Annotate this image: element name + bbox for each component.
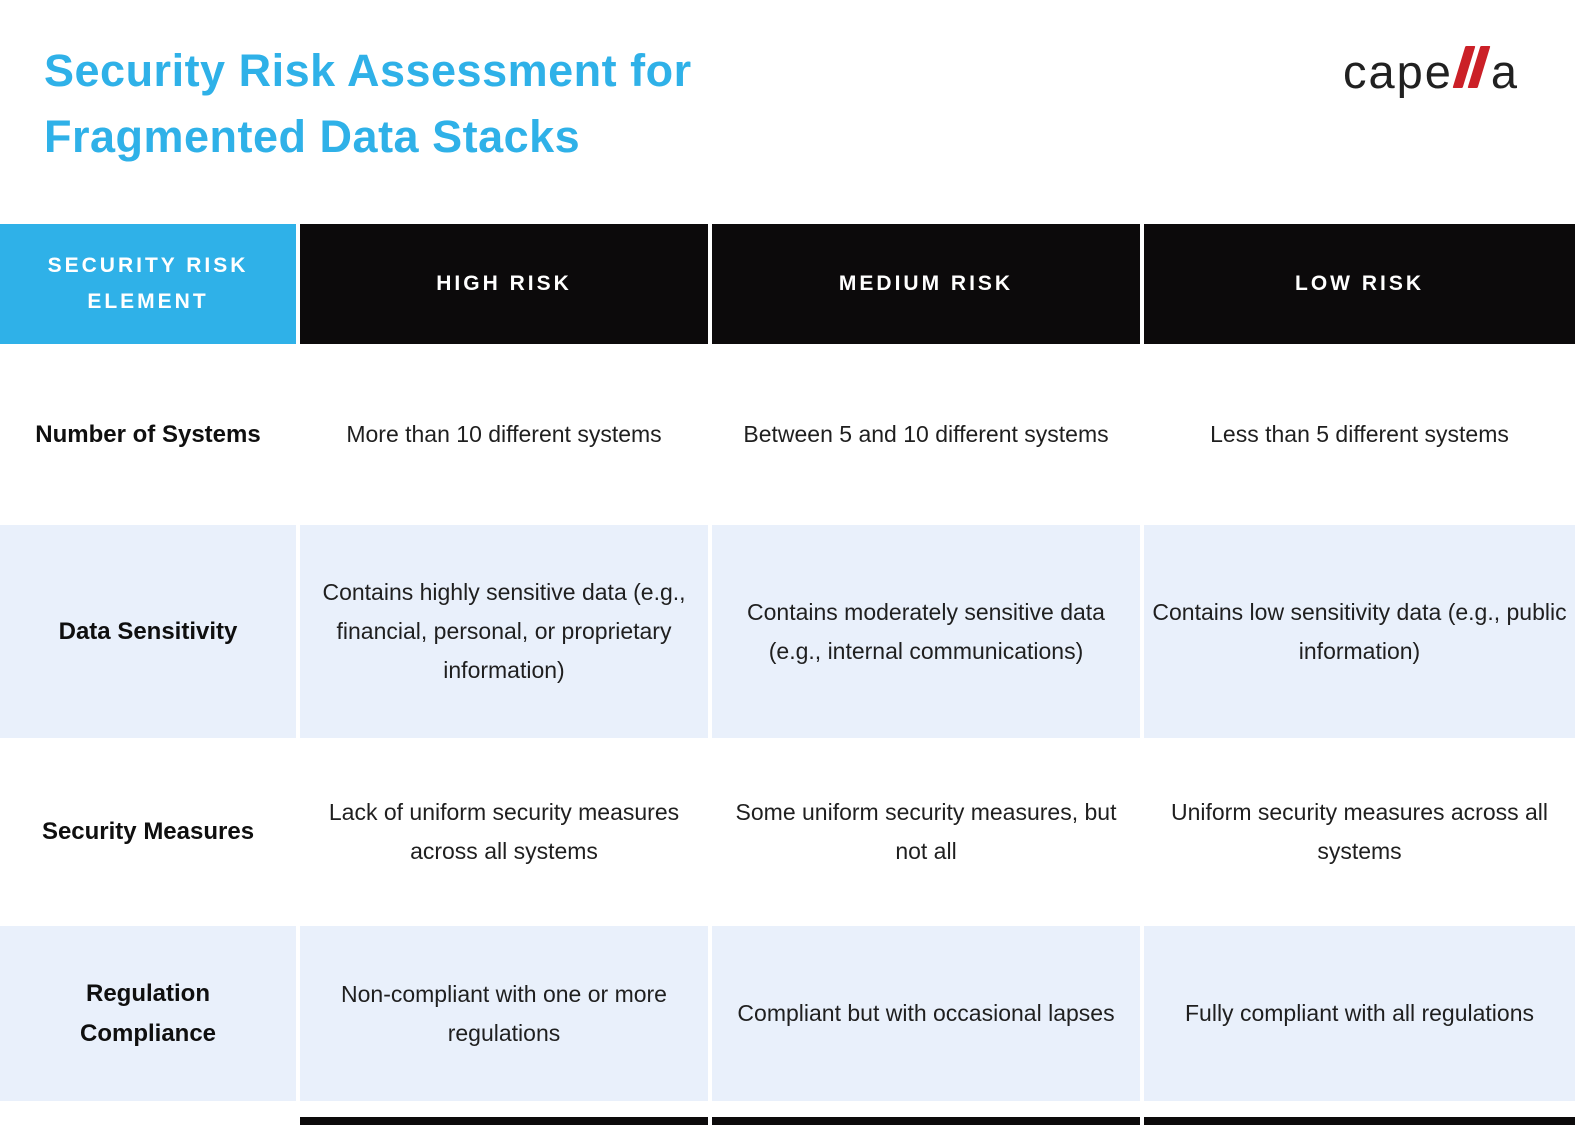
capella-logo: cape a: [1343, 44, 1519, 99]
cell-low-risk: Less than 5 different systems: [1210, 421, 1509, 447]
logo-text-pre: cape: [1342, 45, 1453, 98]
column-header-medium-risk: MEDIUM RISK: [712, 224, 1140, 344]
page-title: Security Risk Assessment for Fragmented D…: [44, 38, 692, 170]
cell-low-risk: Fully compliant with all regulations: [1144, 926, 1575, 1101]
row-label: Data Sensitivity: [0, 525, 296, 738]
row-label: Security Measures: [41, 818, 255, 845]
column-header-low-risk: LOW RISK: [1144, 224, 1575, 344]
cell-medium-risk: Contains moderately sensitive data (e.g.…: [712, 525, 1140, 738]
cutoff-header-strip: [300, 1117, 708, 1125]
cell-high-risk: Lack of uniform security measures across…: [328, 799, 680, 864]
page-title-line-2: Fragmented Data Stacks: [44, 111, 581, 162]
cell-medium-risk: Between 5 and 10 different systems: [743, 421, 1109, 447]
cutoff-header-strip: [1144, 1117, 1575, 1125]
row-label: Number of Systems: [35, 420, 261, 448]
table-row-data-sensitivity: Data Sensitivity Contains highly sensiti…: [0, 525, 1575, 738]
cell-low-risk: Contains low sensitivity data (e.g., pub…: [1144, 525, 1575, 738]
column-header-security-risk-element: SECURITY RISK ELEMENT: [0, 224, 296, 344]
cutoff-header-strip: [712, 1117, 1140, 1125]
cell-medium-risk: Compliant but with occasional lapses: [712, 926, 1140, 1101]
column-header-high-risk: HIGH RISK: [300, 224, 708, 344]
cell-high-risk: More than 10 different systems: [346, 421, 662, 447]
table-row-security-measures: Security Measures Lack of uniform securi…: [0, 738, 1575, 926]
logo-text-post: a: [1490, 45, 1519, 98]
page-title-line-1: Security Risk Assessment for: [44, 45, 692, 96]
cell-high-risk: Non-compliant with one or more regulatio…: [300, 926, 708, 1101]
risk-assessment-table: SECURITY RISK ELEMENT HIGH RISK MEDIUM R…: [0, 224, 1575, 1101]
cell-low-risk: Uniform security measures across all sys…: [1170, 799, 1549, 864]
table-row-regulation-compliance: Regulation Compliance Non-compliant with…: [0, 926, 1575, 1101]
cell-high-risk: Contains highly sensitive data (e.g., fi…: [300, 525, 708, 738]
table-row-number-of-systems: Number of Systems More than 10 different…: [0, 344, 1575, 525]
cell-medium-risk: Some uniform security measures, but not …: [735, 799, 1117, 864]
row-label: Regulation Compliance: [0, 926, 296, 1101]
table-header-row: SECURITY RISK ELEMENT HIGH RISK MEDIUM R…: [0, 224, 1575, 344]
